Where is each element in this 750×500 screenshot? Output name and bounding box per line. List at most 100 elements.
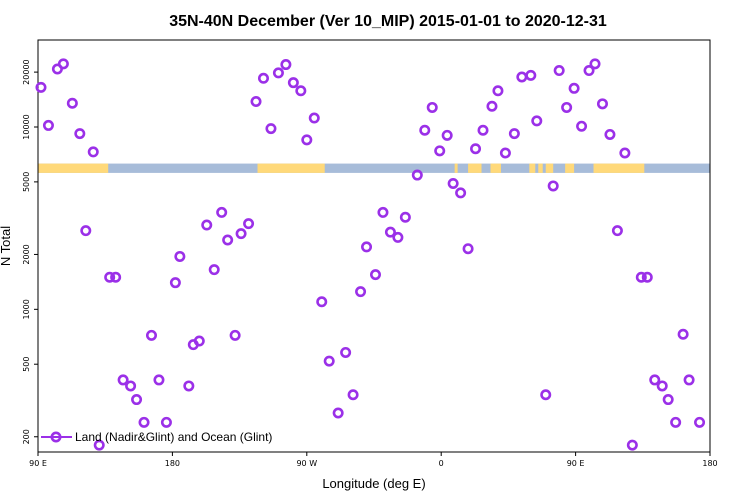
data-point	[104, 271, 116, 283]
data-point	[308, 112, 320, 124]
land-band-segment	[490, 163, 501, 173]
x-tick-label: 180	[702, 459, 717, 468]
y-tick-label: 10000	[22, 114, 31, 139]
data-point	[561, 101, 573, 113]
data-point	[477, 124, 489, 136]
data-point	[153, 374, 165, 386]
data-point	[250, 95, 262, 107]
data-point	[635, 271, 647, 283]
data-point	[462, 243, 474, 255]
data-point	[399, 211, 411, 223]
data-point	[138, 416, 150, 428]
x-tick-label: 90 E	[567, 459, 585, 468]
data-point	[553, 65, 565, 77]
surface-band	[38, 163, 710, 173]
y-tick-label: 200	[22, 429, 31, 444]
land-band-segment	[38, 163, 109, 173]
data-point	[272, 67, 284, 79]
data-point	[447, 177, 459, 189]
data-point	[193, 335, 205, 347]
x-tick-label: 90 W	[296, 459, 317, 468]
land-band-segment	[468, 163, 482, 173]
data-point	[201, 219, 213, 231]
data-point	[257, 72, 269, 84]
data-point	[516, 71, 528, 83]
data-point	[486, 100, 498, 112]
data-point	[87, 146, 99, 158]
data-point	[540, 389, 552, 401]
chart-title: 35N-40N December (Ver 10_MIP) 2015-01-01…	[169, 13, 607, 30]
data-point	[641, 271, 653, 283]
y-tick-label: 500	[22, 357, 31, 372]
data-point	[583, 65, 595, 77]
data-point	[265, 123, 277, 135]
data-point	[670, 416, 682, 428]
data-point	[455, 187, 467, 199]
data-point	[80, 225, 92, 237]
data-point	[434, 145, 446, 157]
data-point	[66, 97, 78, 109]
data-point	[131, 394, 143, 406]
legend-marker	[50, 431, 62, 443]
x-axis-label: Longitude (deg E)	[322, 476, 425, 491]
data-point	[441, 129, 453, 141]
data-point	[656, 380, 668, 392]
data-points	[35, 58, 706, 451]
data-point	[57, 58, 69, 70]
data-point	[117, 374, 129, 386]
land-band-segment	[454, 163, 458, 173]
data-point	[332, 407, 344, 419]
data-point	[589, 58, 601, 70]
data-point	[229, 329, 241, 341]
data-point	[323, 355, 335, 367]
data-point	[626, 439, 638, 451]
data-point	[93, 439, 105, 451]
data-point	[499, 147, 511, 159]
data-point	[531, 115, 543, 127]
data-point	[295, 85, 307, 97]
data-point	[369, 269, 381, 281]
data-point	[174, 250, 186, 262]
data-point	[361, 241, 373, 253]
ocean-band	[38, 163, 710, 173]
data-point	[347, 389, 359, 401]
data-point	[596, 98, 608, 110]
data-point	[411, 169, 423, 181]
data-point	[662, 394, 674, 406]
data-point	[392, 231, 404, 243]
y-tick-label: 5000	[22, 172, 31, 192]
data-point	[216, 206, 228, 218]
x-tick-label: 180	[165, 459, 180, 468]
data-point	[547, 180, 559, 192]
data-point	[426, 101, 438, 113]
data-point	[525, 69, 537, 81]
land-band-segment	[257, 163, 325, 173]
land-band-segment	[529, 163, 536, 173]
data-point	[384, 226, 396, 238]
data-point	[35, 81, 47, 93]
data-point	[301, 134, 313, 146]
plot-frame	[37, 39, 711, 453]
data-point	[125, 380, 137, 392]
land-band-segment	[545, 163, 554, 173]
y-tick-label: 1000	[22, 299, 31, 319]
data-point	[508, 128, 520, 140]
data-point	[160, 416, 172, 428]
data-point	[694, 416, 706, 428]
x-axis: 90 E 180 90 W 0 90 E 180	[29, 452, 718, 468]
x-tick-label: 0	[439, 459, 444, 468]
data-point	[222, 234, 234, 246]
data-point	[677, 328, 689, 340]
data-point	[568, 82, 580, 94]
y-axis: 200 500 1000 2000 5000 10000 20000	[22, 59, 38, 444]
legend: Land (Nadir&Glint) and Ocean (Glint)	[41, 430, 272, 444]
data-point	[470, 143, 482, 155]
data-point	[243, 218, 255, 230]
data-point	[74, 128, 86, 140]
y-tick-label: 20000	[22, 59, 31, 84]
data-point	[340, 346, 352, 358]
data-point	[604, 128, 616, 140]
data-point	[683, 374, 695, 386]
data-point	[576, 120, 588, 132]
